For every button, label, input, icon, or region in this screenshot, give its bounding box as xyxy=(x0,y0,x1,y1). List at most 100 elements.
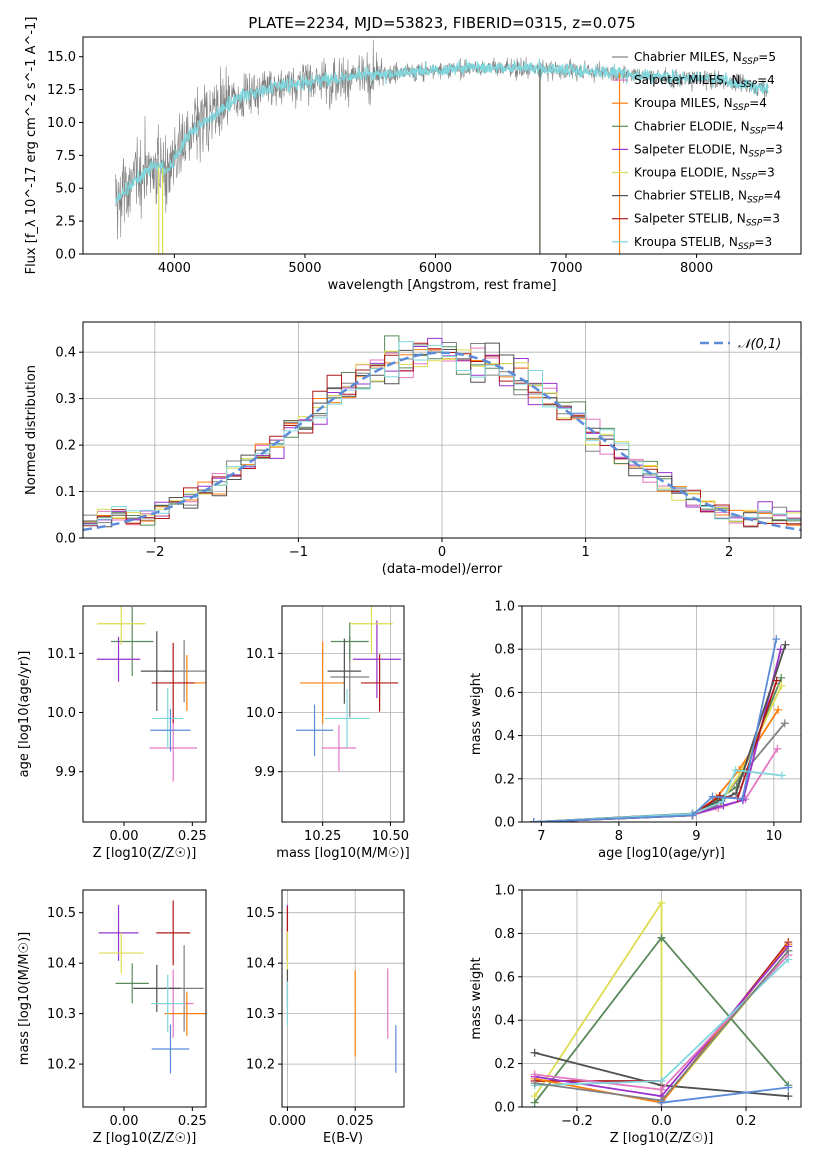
x-axis-label: age [log10(age/yr)] xyxy=(598,846,725,861)
x-tick-label: 0.025 xyxy=(337,1114,374,1129)
y-tick-label: 2.5 xyxy=(55,215,76,230)
mass-vs-Z-frame xyxy=(82,889,207,1108)
x-axis-label: Z [log10(Z/Z☉)] xyxy=(93,846,197,861)
residuals-plot-area xyxy=(83,322,801,538)
weight-line xyxy=(533,769,783,822)
y-tick-label: 0.8 xyxy=(494,927,515,942)
y-tick-label: 10.1 xyxy=(246,647,275,662)
x-tick-label: 7000 xyxy=(549,261,582,276)
legend-count: =3 xyxy=(757,166,775,180)
figure-title: PLATE=2234, MJD=53823, FIBERID=0315, z=0… xyxy=(248,14,635,32)
mass-vs-Z-plot-area xyxy=(98,900,206,1074)
y-tick-label: 1.0 xyxy=(494,884,515,899)
legend-label: Chabrier STELIB, NSSP=4 xyxy=(634,189,781,206)
legend-label: Chabrier ELODIE, NSSP=4 xyxy=(634,119,784,136)
y-tick-label: 0.0 xyxy=(494,1101,515,1116)
legend-subscript: SSP xyxy=(738,242,755,252)
y-tick-label: 15.0 xyxy=(47,50,76,65)
weight-line xyxy=(533,748,779,822)
x-tick-label: 0.00 xyxy=(110,1114,139,1129)
x-tick-label: 0 xyxy=(438,545,446,560)
y-tick-label: 0.4 xyxy=(494,729,515,744)
mass-weight-vs-age-plot-area xyxy=(522,606,801,822)
y-tick-label: 1.0 xyxy=(494,600,515,615)
y-tick-label: 10.0 xyxy=(246,706,275,721)
x-axis-label: mass [log10(M/M☉)] xyxy=(276,846,409,861)
weight-marker xyxy=(529,818,538,822)
x-tick-label: 10.50 xyxy=(372,829,409,844)
legend-subscript: SSP xyxy=(750,126,767,136)
weight-line xyxy=(533,936,789,1104)
y-axis-label: Flux [f_λ 10^-17 erg cm^-2 s^-1 A^-1] xyxy=(24,17,39,275)
legend-label: Kroupa STELIB, NSSP=3 xyxy=(634,235,772,252)
y-tick-label: 9.9 xyxy=(55,765,76,780)
x-tick-label: −2 xyxy=(145,545,164,560)
y-tick-label: 0.4 xyxy=(55,346,76,361)
y-tick-label: 10.5 xyxy=(246,906,275,921)
legend-count: =3 xyxy=(754,235,772,249)
y-tick-label: 10.3 xyxy=(246,1007,275,1022)
x-axis-label: wavelength [Angstrom, rest frame] xyxy=(328,278,557,293)
legend-count: =4 xyxy=(757,73,775,87)
y-tick-label: 0.2 xyxy=(55,439,76,454)
y-tick-label: 10.0 xyxy=(47,706,76,721)
age-vs-mass-plot-area xyxy=(282,606,404,822)
age-vs-Z-frame xyxy=(82,605,207,823)
x-axis-label: Z [log10(Z/Z☉)] xyxy=(610,1131,714,1146)
age-vs-mass-frame xyxy=(281,605,405,823)
y-tick-label: 0.1 xyxy=(55,485,76,500)
legend-label: Salpeter ELODIE, NSSP=3 xyxy=(634,142,783,159)
weight-line xyxy=(533,709,779,822)
x-tick-label: 0.25 xyxy=(178,829,207,844)
legend-count: =3 xyxy=(765,142,783,156)
legend-subscript: SSP xyxy=(748,149,765,159)
x-axis-label: (data-model)/error xyxy=(382,562,503,577)
x-tick-label: 8 xyxy=(615,829,623,844)
x-tick-label: 2 xyxy=(725,545,733,560)
legend-count: =4 xyxy=(749,96,767,110)
y-tick-label: 10.2 xyxy=(246,1058,275,1073)
y-tick-label: 10.5 xyxy=(47,906,76,921)
spectrum-model-line xyxy=(115,58,769,204)
spectrum-frame xyxy=(82,36,802,255)
weight-marker xyxy=(784,946,793,955)
y-axis-label: mass [log10(M/M☉)] xyxy=(17,932,32,1065)
y-axis-label: mass weight xyxy=(469,957,484,1039)
weight-line xyxy=(533,685,783,822)
x-axis-label: E(B-V) xyxy=(323,1131,363,1146)
y-tick-label: 12.5 xyxy=(47,83,76,98)
legend-subscript: SSP xyxy=(741,80,758,90)
legend-subscript: SSP xyxy=(746,219,763,229)
x-tick-label: 0.2 xyxy=(736,1114,757,1129)
histogram-step xyxy=(83,341,801,538)
y-tick-label: 7.5 xyxy=(55,149,76,164)
y-tick-label: 0.0 xyxy=(55,248,76,263)
y-tick-label: 0.2 xyxy=(494,1057,515,1072)
x-tick-label: −1 xyxy=(289,545,308,560)
y-axis-label: Normed distribution xyxy=(24,365,39,495)
y-tick-label: 0.0 xyxy=(55,532,76,547)
x-tick-label: 10.25 xyxy=(304,829,341,844)
legend-label: Kroupa MILES, NSSP=4 xyxy=(634,96,767,113)
y-tick-label: 5.0 xyxy=(55,182,76,197)
legend-count: =4 xyxy=(764,189,782,203)
legend-label: Salpeter STELIB, NSSP=3 xyxy=(634,212,780,229)
x-axis-label: Z [log10(Z/Z☉)] xyxy=(93,1131,197,1146)
y-tick-label: 10.1 xyxy=(47,647,76,662)
weight-line xyxy=(533,899,789,1106)
y-tick-label: 10.0 xyxy=(47,116,76,131)
legend-label: 𝒩(0,1) xyxy=(738,337,781,352)
mass-vs-ebv-plot-area xyxy=(282,890,404,1107)
x-tick-label: −0.2 xyxy=(561,1114,593,1129)
x-tick-label: 0.000 xyxy=(269,1114,306,1129)
y-tick-label: 0.0 xyxy=(494,816,515,831)
mass-vs-ebv-frame xyxy=(281,889,405,1108)
x-tick-label: 8000 xyxy=(680,261,713,276)
legend-subscript: SSP xyxy=(742,57,759,67)
y-axis-label: age [log10(age/yr)] xyxy=(17,651,32,778)
y-tick-label: 0.6 xyxy=(494,686,515,701)
mass-weight-vs-age-frame xyxy=(521,605,802,823)
x-tick-label: 0.00 xyxy=(110,829,139,844)
legend-subscript: SSP xyxy=(747,196,764,206)
